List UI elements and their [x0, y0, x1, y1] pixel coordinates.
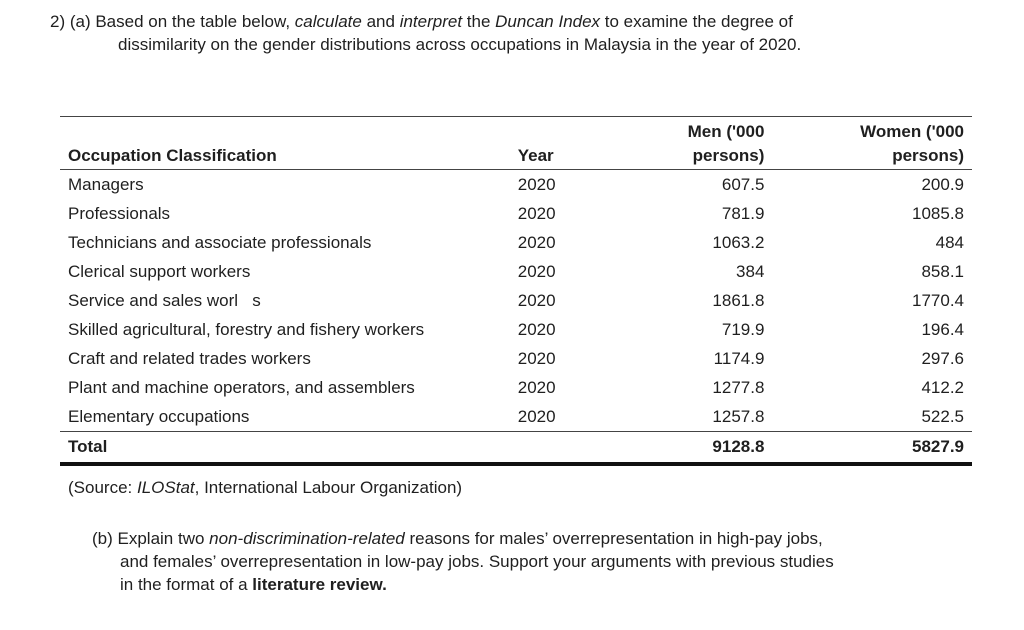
header-row-top: Men ('000 Women ('000	[60, 116, 972, 143]
question-a-mid1: and	[361, 12, 400, 31]
cell-year: 2020	[517, 203, 556, 223]
question-b-em: non-discrimination-related	[209, 529, 405, 548]
question-a: 2) (a) Based on the table below, calcula…	[50, 10, 990, 56]
cell-occupation: Service and sales worl s	[68, 290, 261, 310]
cell-occupation: Skilled agricultural, forestry and fishe…	[68, 319, 425, 339]
header-men-line2: persons)	[639, 143, 773, 170]
cell-women: 484	[935, 232, 964, 252]
question-b-line3: in the format of a literature review.	[92, 573, 992, 596]
cell-women: 200.9	[921, 174, 964, 194]
table-row: Plant and machine operators, and assembl…	[60, 373, 972, 402]
question-a-em-duncan: Duncan Index	[495, 12, 601, 31]
question-b-rest: reasons for males’ overrepresentation in…	[404, 529, 823, 548]
header-occupation: Occupation Classification	[60, 143, 510, 170]
cell-occupation: Technicians and associate professionals	[68, 232, 372, 252]
cell-women: 1085.8	[912, 203, 964, 223]
header-women-line1: Women ('000	[772, 116, 972, 143]
source-prefix: (Source:	[68, 478, 137, 497]
cell-occupation: Elementary occupations	[68, 406, 250, 426]
table-row: Elementary occupations 2020 1257.8 522.5	[60, 402, 972, 432]
cell-women: 297.6	[921, 348, 964, 368]
question-b-line3-prefix: in the format of a	[120, 575, 253, 594]
cell-men: 384	[736, 261, 765, 281]
cell-men: 607.5	[721, 174, 765, 194]
cell-occupation: Craft and related trades workers	[68, 348, 311, 368]
question-b-line3-bold: literature review.	[252, 575, 387, 594]
question-b-line2: and females’ overrepresentation in low-p…	[120, 552, 834, 571]
source-rest: , International Labour Organization)	[194, 478, 463, 497]
total-label: Total	[60, 431, 510, 466]
table-row: Service and sales worl s 2020 1861.8 177…	[60, 286, 972, 315]
question-b-prefix: (b) Explain two	[92, 529, 210, 548]
cell-men: 719.9	[721, 319, 765, 339]
cell-occupation: Professionals	[68, 203, 171, 223]
question-b: (b) Explain two non-discrimination-relat…	[92, 527, 992, 596]
header-year: Year	[509, 143, 640, 170]
cell-men: 1257.8	[712, 406, 765, 426]
cell-year: 2020	[517, 319, 556, 339]
total-row: Total 9128.8 5827.9	[60, 431, 972, 466]
question-a-rest: to examine the degree of	[600, 12, 793, 31]
cell-men: 1861.8	[712, 290, 765, 310]
total-women: 5827.9	[772, 431, 972, 466]
table-row: Craft and related trades workers 2020 11…	[60, 344, 972, 373]
occupation-table: Men ('000 Women ('000 Occupation Classif…	[60, 116, 972, 466]
table-row: Managers 2020 607.5 200.9	[60, 170, 972, 200]
cell-year: 2020	[517, 406, 556, 426]
cell-occupation: Managers	[68, 174, 144, 194]
question-a-line2: dissimilarity on the gender distribution…	[118, 35, 802, 54]
table-row: Professionals 2020 781.9 1085.8	[60, 199, 972, 228]
cell-women: 196.4	[921, 319, 964, 339]
cell-women: 412.2	[921, 377, 964, 397]
total-men: 9128.8	[639, 431, 773, 466]
header-women-line2: persons)	[772, 143, 972, 170]
cell-year: 2020	[517, 261, 556, 281]
cell-men: 781.9	[721, 203, 765, 223]
question-a-em-interpret: interpret	[399, 12, 463, 31]
cell-men: 1277.8	[712, 377, 765, 397]
cell-year: 2020	[517, 348, 556, 368]
cell-women: 858.1	[921, 261, 964, 281]
cell-occupation: Clerical support workers	[68, 261, 251, 281]
cell-year: 2020	[517, 377, 556, 397]
cell-occupation: Plant and machine operators, and assembl…	[68, 377, 415, 397]
cell-women: 1770.4	[912, 290, 964, 310]
cell-men: 1174.9	[713, 348, 765, 368]
cell-year: 2020	[517, 232, 556, 252]
cell-women: 522.5	[921, 406, 964, 426]
source-name: ILOStat	[136, 478, 195, 497]
question-a-mid2: the	[462, 12, 496, 31]
cell-year: 2020	[517, 290, 556, 310]
question-a-em-calculate: calculate	[294, 12, 362, 31]
header-row: Occupation Classification Year persons) …	[60, 143, 972, 170]
cell-men: 1063.2	[712, 232, 765, 252]
header-men-line1: Men ('000	[639, 116, 773, 143]
source-note: (Source: ILOStat, International Labour O…	[68, 476, 462, 499]
cell-year: 2020	[517, 174, 556, 194]
table-row: Clerical support workers 2020 384 858.1	[60, 257, 972, 286]
table-row: Technicians and associate professionals …	[60, 228, 972, 257]
table-row: Skilled agricultural, forestry and fishe…	[60, 315, 972, 344]
question-a-prefix: 2) (a) Based on the table below,	[50, 12, 295, 31]
